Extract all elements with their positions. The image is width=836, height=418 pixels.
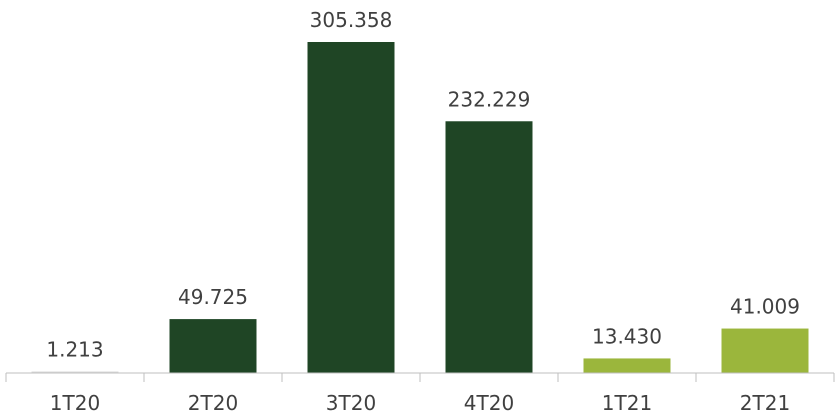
bar-4t20 [446,121,533,373]
value-label-4t20: 232.229 [448,87,531,111]
category-label-2t21: 2T21 [740,391,790,415]
category-label-3t20: 3T20 [326,391,376,415]
category-label-2t20: 2T20 [188,391,238,415]
value-labels-group: 1.213 49.725 305.358 232.229 13.430 41.009 [46,8,800,362]
value-label-1t20: 1.213 [46,338,103,362]
bar-1t21 [584,358,671,373]
category-label-1t20: 1T20 [50,391,100,415]
value-label-2t21: 41.009 [730,295,800,319]
category-labels-group: 1T20 2T20 3T20 4T20 1T21 2T21 [50,391,790,415]
bar-2t21 [722,329,809,373]
value-label-3t20: 305.358 [310,8,393,32]
category-label-4t20: 4T20 [464,391,514,415]
bar-3t20 [308,42,395,373]
category-label-1t21: 1T21 [602,391,652,415]
x-axis-ticks [6,373,834,382]
bar-2t20 [170,319,257,373]
value-label-2t20: 49.725 [178,285,248,309]
bars-group [32,42,809,373]
value-label-1t21: 13.430 [592,324,662,348]
